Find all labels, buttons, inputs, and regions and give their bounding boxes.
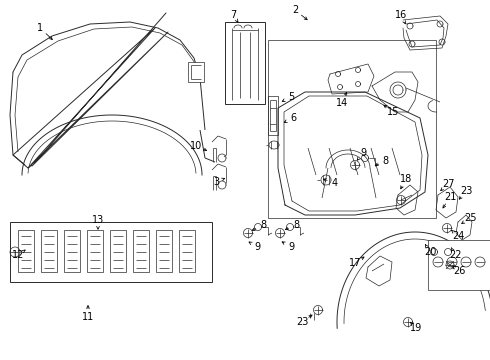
Text: 9: 9 xyxy=(288,242,294,252)
Text: 9: 9 xyxy=(254,242,260,252)
Text: 16: 16 xyxy=(395,10,407,20)
Text: 3: 3 xyxy=(213,177,219,187)
Text: 4: 4 xyxy=(332,178,338,188)
Text: 10: 10 xyxy=(190,141,202,151)
Text: 19: 19 xyxy=(410,323,422,333)
Text: 1: 1 xyxy=(37,23,43,33)
Text: 14: 14 xyxy=(336,98,348,108)
Bar xyxy=(41,230,57,272)
Text: 12: 12 xyxy=(12,250,24,260)
Text: 25: 25 xyxy=(464,213,476,223)
Bar xyxy=(110,230,126,272)
Bar xyxy=(87,230,103,272)
Bar xyxy=(18,230,34,272)
Bar xyxy=(188,62,204,82)
Text: 8: 8 xyxy=(293,220,299,230)
Text: 23: 23 xyxy=(460,186,472,196)
Bar xyxy=(133,230,149,272)
Text: 7: 7 xyxy=(230,10,236,20)
Text: 23: 23 xyxy=(296,317,308,327)
Text: 13: 13 xyxy=(92,215,104,225)
Text: 6: 6 xyxy=(290,113,296,123)
Text: 8: 8 xyxy=(382,156,388,166)
Text: 11: 11 xyxy=(82,312,94,322)
Text: 20: 20 xyxy=(424,247,436,257)
Text: 2: 2 xyxy=(292,5,298,15)
Bar xyxy=(428,240,490,290)
Text: 27: 27 xyxy=(442,179,454,189)
Bar xyxy=(156,230,172,272)
Text: 24: 24 xyxy=(452,231,464,241)
Bar xyxy=(10,222,212,282)
Bar xyxy=(64,230,80,272)
Bar xyxy=(225,22,265,104)
Text: 8: 8 xyxy=(260,220,266,230)
Bar xyxy=(179,230,195,272)
Text: 18: 18 xyxy=(400,174,412,184)
Text: 15: 15 xyxy=(387,107,399,117)
Text: 9: 9 xyxy=(360,148,366,158)
Text: 21: 21 xyxy=(444,192,456,202)
Text: 22: 22 xyxy=(449,250,461,260)
Text: 17: 17 xyxy=(349,258,361,268)
Bar xyxy=(268,40,436,218)
Text: 5: 5 xyxy=(288,92,294,102)
Text: 26: 26 xyxy=(453,266,465,276)
